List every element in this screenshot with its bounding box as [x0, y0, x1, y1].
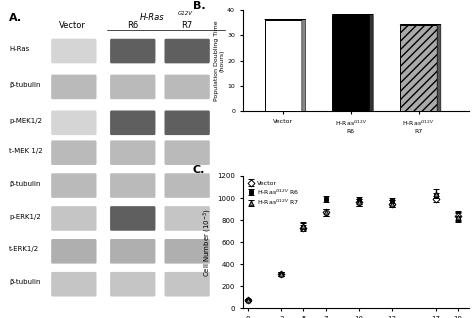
Bar — [332, 15, 370, 112]
Text: R6: R6 — [127, 22, 138, 31]
FancyBboxPatch shape — [110, 272, 155, 296]
Text: C.: C. — [193, 165, 205, 175]
Text: β-tubulin: β-tubulin — [9, 181, 41, 187]
Text: H-Ras: H-Ras — [9, 46, 29, 52]
Legend: Vector, H-Ras$^{G12V}$ R6, H-Ras$^{G12V}$ R7: Vector, H-Ras$^{G12V}$ R6, H-Ras$^{G12V}… — [246, 179, 301, 209]
FancyBboxPatch shape — [51, 140, 97, 165]
Text: t-MEK 1/2: t-MEK 1/2 — [9, 148, 43, 154]
Text: p-MEK1/2: p-MEK1/2 — [9, 118, 42, 124]
Text: G12V: G12V — [178, 11, 193, 16]
FancyBboxPatch shape — [164, 75, 210, 99]
FancyBboxPatch shape — [110, 206, 155, 231]
FancyBboxPatch shape — [110, 110, 155, 135]
Text: Vector: Vector — [59, 22, 86, 31]
FancyBboxPatch shape — [110, 239, 155, 264]
Polygon shape — [437, 25, 441, 112]
FancyBboxPatch shape — [164, 173, 210, 198]
FancyBboxPatch shape — [164, 110, 210, 135]
FancyBboxPatch shape — [51, 272, 97, 296]
FancyBboxPatch shape — [110, 173, 155, 198]
FancyBboxPatch shape — [51, 110, 97, 135]
Bar — [264, 20, 302, 112]
FancyBboxPatch shape — [110, 75, 155, 99]
Polygon shape — [302, 20, 306, 112]
Bar — [400, 25, 437, 112]
Text: B.: B. — [193, 1, 205, 11]
FancyBboxPatch shape — [51, 239, 97, 264]
Polygon shape — [370, 15, 373, 112]
Text: R7: R7 — [182, 22, 193, 31]
Text: β-tubulin: β-tubulin — [9, 82, 41, 88]
Text: H-Ras: H-Ras — [140, 12, 164, 22]
FancyBboxPatch shape — [164, 206, 210, 231]
FancyBboxPatch shape — [110, 140, 155, 165]
Y-axis label: Population Doubling Time
(hours): Population Doubling Time (hours) — [214, 20, 224, 101]
FancyBboxPatch shape — [51, 39, 97, 63]
Text: p-ERK1/2: p-ERK1/2 — [9, 214, 41, 219]
FancyBboxPatch shape — [164, 140, 210, 165]
FancyBboxPatch shape — [51, 173, 97, 198]
FancyBboxPatch shape — [164, 272, 210, 296]
Y-axis label: Cell Number (10$^{-3}$): Cell Number (10$^{-3}$) — [202, 208, 214, 277]
FancyBboxPatch shape — [164, 239, 210, 264]
Text: t-ERK1/2: t-ERK1/2 — [9, 246, 39, 252]
FancyBboxPatch shape — [51, 206, 97, 231]
Text: β-tubulin: β-tubulin — [9, 279, 41, 285]
FancyBboxPatch shape — [51, 75, 97, 99]
Text: A.: A. — [9, 12, 22, 23]
FancyBboxPatch shape — [164, 39, 210, 63]
FancyBboxPatch shape — [110, 39, 155, 63]
